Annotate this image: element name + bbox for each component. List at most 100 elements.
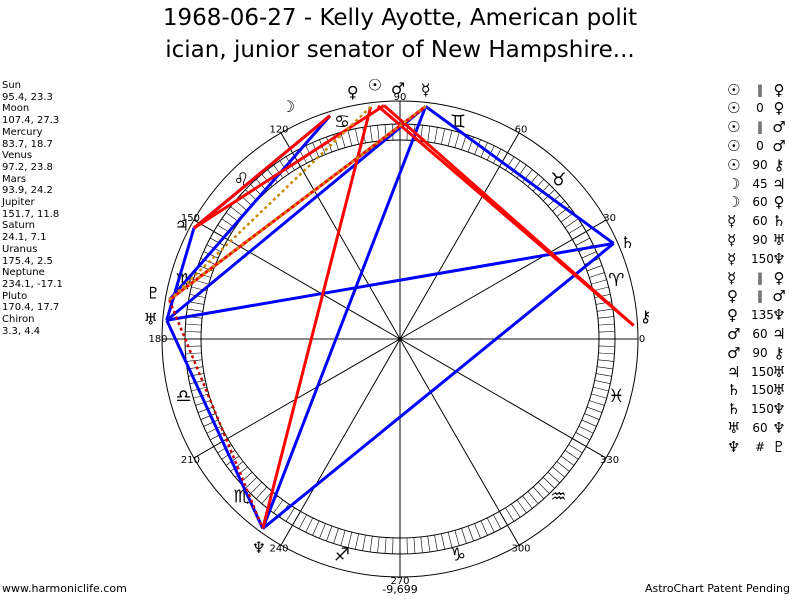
degree-tick <box>547 471 560 484</box>
degree-tick <box>185 352 202 355</box>
degree-tick <box>578 425 594 434</box>
aspect-row: ♂ 90 ⚷ <box>727 343 789 362</box>
degree-tick <box>461 528 467 544</box>
degree-tick <box>347 532 353 548</box>
planet-positions-list: Sun 95.4, 23.3 Moon 107.4, 27.3 Mercury 83.7,… <box>2 80 63 337</box>
aspect-value: ‖ <box>757 82 763 97</box>
degree-tick <box>377 536 380 553</box>
aspect-planet-1: ♂ <box>727 324 741 343</box>
aspect-planet-2: ♅ <box>772 362 786 381</box>
position-values-chiron: 3.3, 4.4 <box>2 325 41 337</box>
aspect-planet-2: ♆ <box>772 400 786 419</box>
position-values-uranus: 175.4, 2.5 <box>2 255 53 267</box>
degree-tick <box>377 125 380 142</box>
degree-tick <box>273 164 284 179</box>
aspect-row: ☿ ‖ ♀ <box>727 268 789 287</box>
aspect-line-mercury-saturn <box>424 105 615 245</box>
aspect-planet-2: ♅ <box>772 381 786 400</box>
position-values-mercury: 83.7, 18.7 <box>2 138 53 150</box>
degree-tick <box>454 530 460 546</box>
degree-tick <box>493 149 502 164</box>
degree-tick <box>406 537 408 554</box>
aspect-planet-1: ☿ <box>727 249 737 268</box>
degree-label: 210 <box>181 455 200 466</box>
aspect-planet-1: ♃ <box>727 362 741 381</box>
mercury-icon: ☿ <box>421 80 431 99</box>
degree-tick <box>511 160 521 175</box>
aspect-line-uranus-neptune <box>165 319 265 530</box>
aspect-line-mercury-neptune <box>261 105 428 530</box>
aspect-value: 135 <box>751 308 774 323</box>
degree-tick <box>186 359 203 362</box>
aspect-planet-1: ♀ <box>727 287 738 306</box>
aspect-row: ☿ 150 ♆ <box>727 249 789 268</box>
degree-tick <box>195 400 211 406</box>
degree-tick <box>474 523 481 539</box>
aspect-planet-2: ♂ <box>772 118 786 137</box>
aspect-row: ☽ 60 ♀ <box>727 193 789 212</box>
aspect-planet-2: ♀ <box>773 80 785 99</box>
aspect-planet-2: ♆ <box>772 249 786 268</box>
degree-tick <box>319 523 326 539</box>
degree-tick <box>467 525 474 542</box>
aspect-value: 60 <box>752 214 768 229</box>
pisces-icon: ♓ <box>608 386 624 407</box>
degree-tick <box>326 525 333 542</box>
degree-label: 300 <box>511 544 530 555</box>
position-values-pluto: 170.4, 17.7 <box>2 302 60 314</box>
aspect-value: 0 <box>756 101 764 116</box>
aspect-row: ☉ ‖ ♂ <box>727 118 789 137</box>
position-name-mercury: Mercury <box>2 126 43 138</box>
sagittarius-icon: ♐ <box>334 544 350 565</box>
degree-tick <box>347 130 353 146</box>
degree-label: 120 <box>269 124 288 135</box>
degree-tick <box>527 174 539 187</box>
pluto-icon: ♇ <box>146 283 160 302</box>
degree-tick <box>427 536 431 552</box>
degree-tick <box>420 536 423 553</box>
degree-tick <box>598 331 615 333</box>
position-name-pluto: Pluto <box>2 290 28 302</box>
aspect-value: 90 <box>752 345 768 360</box>
aspect-planet-1: ☿ <box>727 230 737 249</box>
degree-tick <box>581 251 597 259</box>
aspect-planet-1: ☉ <box>727 99 741 118</box>
degree-tick <box>326 136 333 153</box>
degree-label: 90 <box>394 92 407 103</box>
aspect-row: ☽ 45 ♃ <box>727 174 789 193</box>
position-name-uranus: Uranus <box>2 243 38 255</box>
aspect-row: ☿ 60 ♄ <box>727 212 789 231</box>
libra-icon: ♎ <box>176 386 192 407</box>
aspect-row: ♄ 150 ♆ <box>727 400 789 419</box>
aspect-row: ☉ ‖ ♀ <box>727 80 789 99</box>
degree-tick <box>185 323 202 326</box>
degree-tick <box>245 189 258 201</box>
aspect-value: 150 <box>751 364 774 379</box>
position-name-mars: Mars <box>2 173 27 185</box>
degree-tick <box>369 536 373 552</box>
position-values-mars: 93.9, 24.2 <box>2 185 53 197</box>
aspect-line-moon-jupiter <box>193 114 331 230</box>
aspect-planet-2: ♃ <box>772 324 786 343</box>
degree-tick <box>230 206 244 217</box>
degree-tick <box>427 126 431 142</box>
aspect-row: ☉ 0 ♂ <box>727 136 789 155</box>
aspect-value: 60 <box>752 326 768 341</box>
degree-tick <box>454 132 460 148</box>
degree-tick <box>474 139 481 155</box>
degree-tick <box>185 331 202 333</box>
degree-tick <box>333 528 339 544</box>
degree-tick <box>245 477 258 489</box>
aspect-planet-1: ☽ <box>727 174 741 193</box>
degree-tick <box>441 533 445 550</box>
aspect-row: ♂ 60 ♃ <box>727 324 789 343</box>
degree-tick <box>532 179 545 192</box>
degree-tick <box>597 308 613 312</box>
degree-tick <box>568 444 583 454</box>
aspect-planet-2: ♄ <box>772 212 786 231</box>
position-values-moon: 107.4, 27.3 <box>2 115 60 127</box>
degree-tick <box>480 520 488 536</box>
aries-icon: ♈ <box>608 270 624 291</box>
aspect-planet-1: ☽ <box>727 193 741 212</box>
aspect-value: ‖ <box>757 289 763 304</box>
